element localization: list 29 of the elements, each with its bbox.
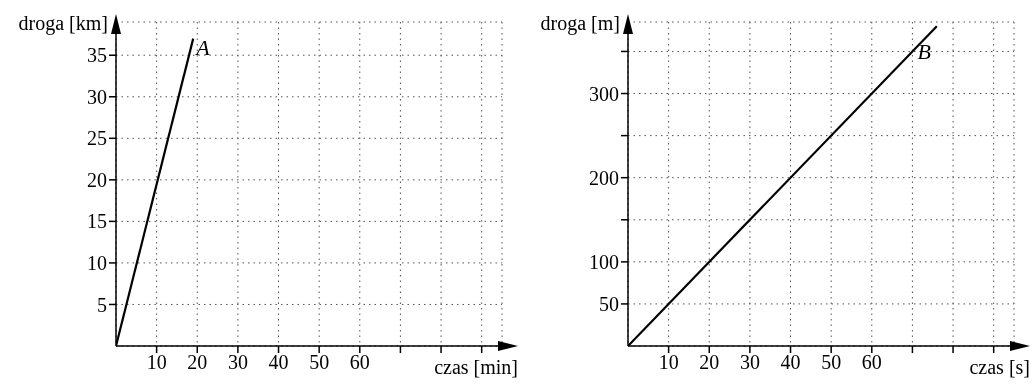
x-axis-title: czas [min] <box>434 356 518 378</box>
x-tick-label: 10 <box>146 351 167 374</box>
annotation: B <box>917 39 931 65</box>
y-axis-title: droga [m] <box>540 12 620 35</box>
x-axis-title: czas [s] <box>969 356 1030 378</box>
y-tick-label: 30 <box>87 85 107 108</box>
x-tick-label: 40 <box>780 351 801 374</box>
x-tick-label: 50 <box>309 351 330 374</box>
x-tick-label: 20 <box>187 351 208 374</box>
y-tick-label: 50 <box>599 293 619 316</box>
y-tick-label: 5 <box>97 293 107 316</box>
x-tick-label: 50 <box>821 351 842 374</box>
y-axis-title: droga [km] <box>18 12 108 35</box>
y-tick-label: 300 <box>589 82 619 105</box>
y-tick-label: 10 <box>87 252 107 275</box>
x-tick-label: 60 <box>861 351 882 374</box>
y-tick-label: 20 <box>87 168 107 191</box>
x-tick-label: 10 <box>658 351 679 374</box>
x-tick-label: 20 <box>699 351 720 374</box>
y-tick-label: 25 <box>87 127 107 150</box>
x-tick-label: 40 <box>268 351 289 374</box>
y-tick-label: 35 <box>87 44 107 67</box>
y-tick-label: 200 <box>589 166 619 189</box>
x-tick-label: 60 <box>349 351 370 374</box>
y-tick-label: 15 <box>87 210 107 233</box>
x-tick-label: 30 <box>227 351 248 374</box>
x-tick-label: 30 <box>739 351 760 374</box>
annotation: A <box>194 34 211 60</box>
y-tick-label: 100 <box>589 250 619 273</box>
